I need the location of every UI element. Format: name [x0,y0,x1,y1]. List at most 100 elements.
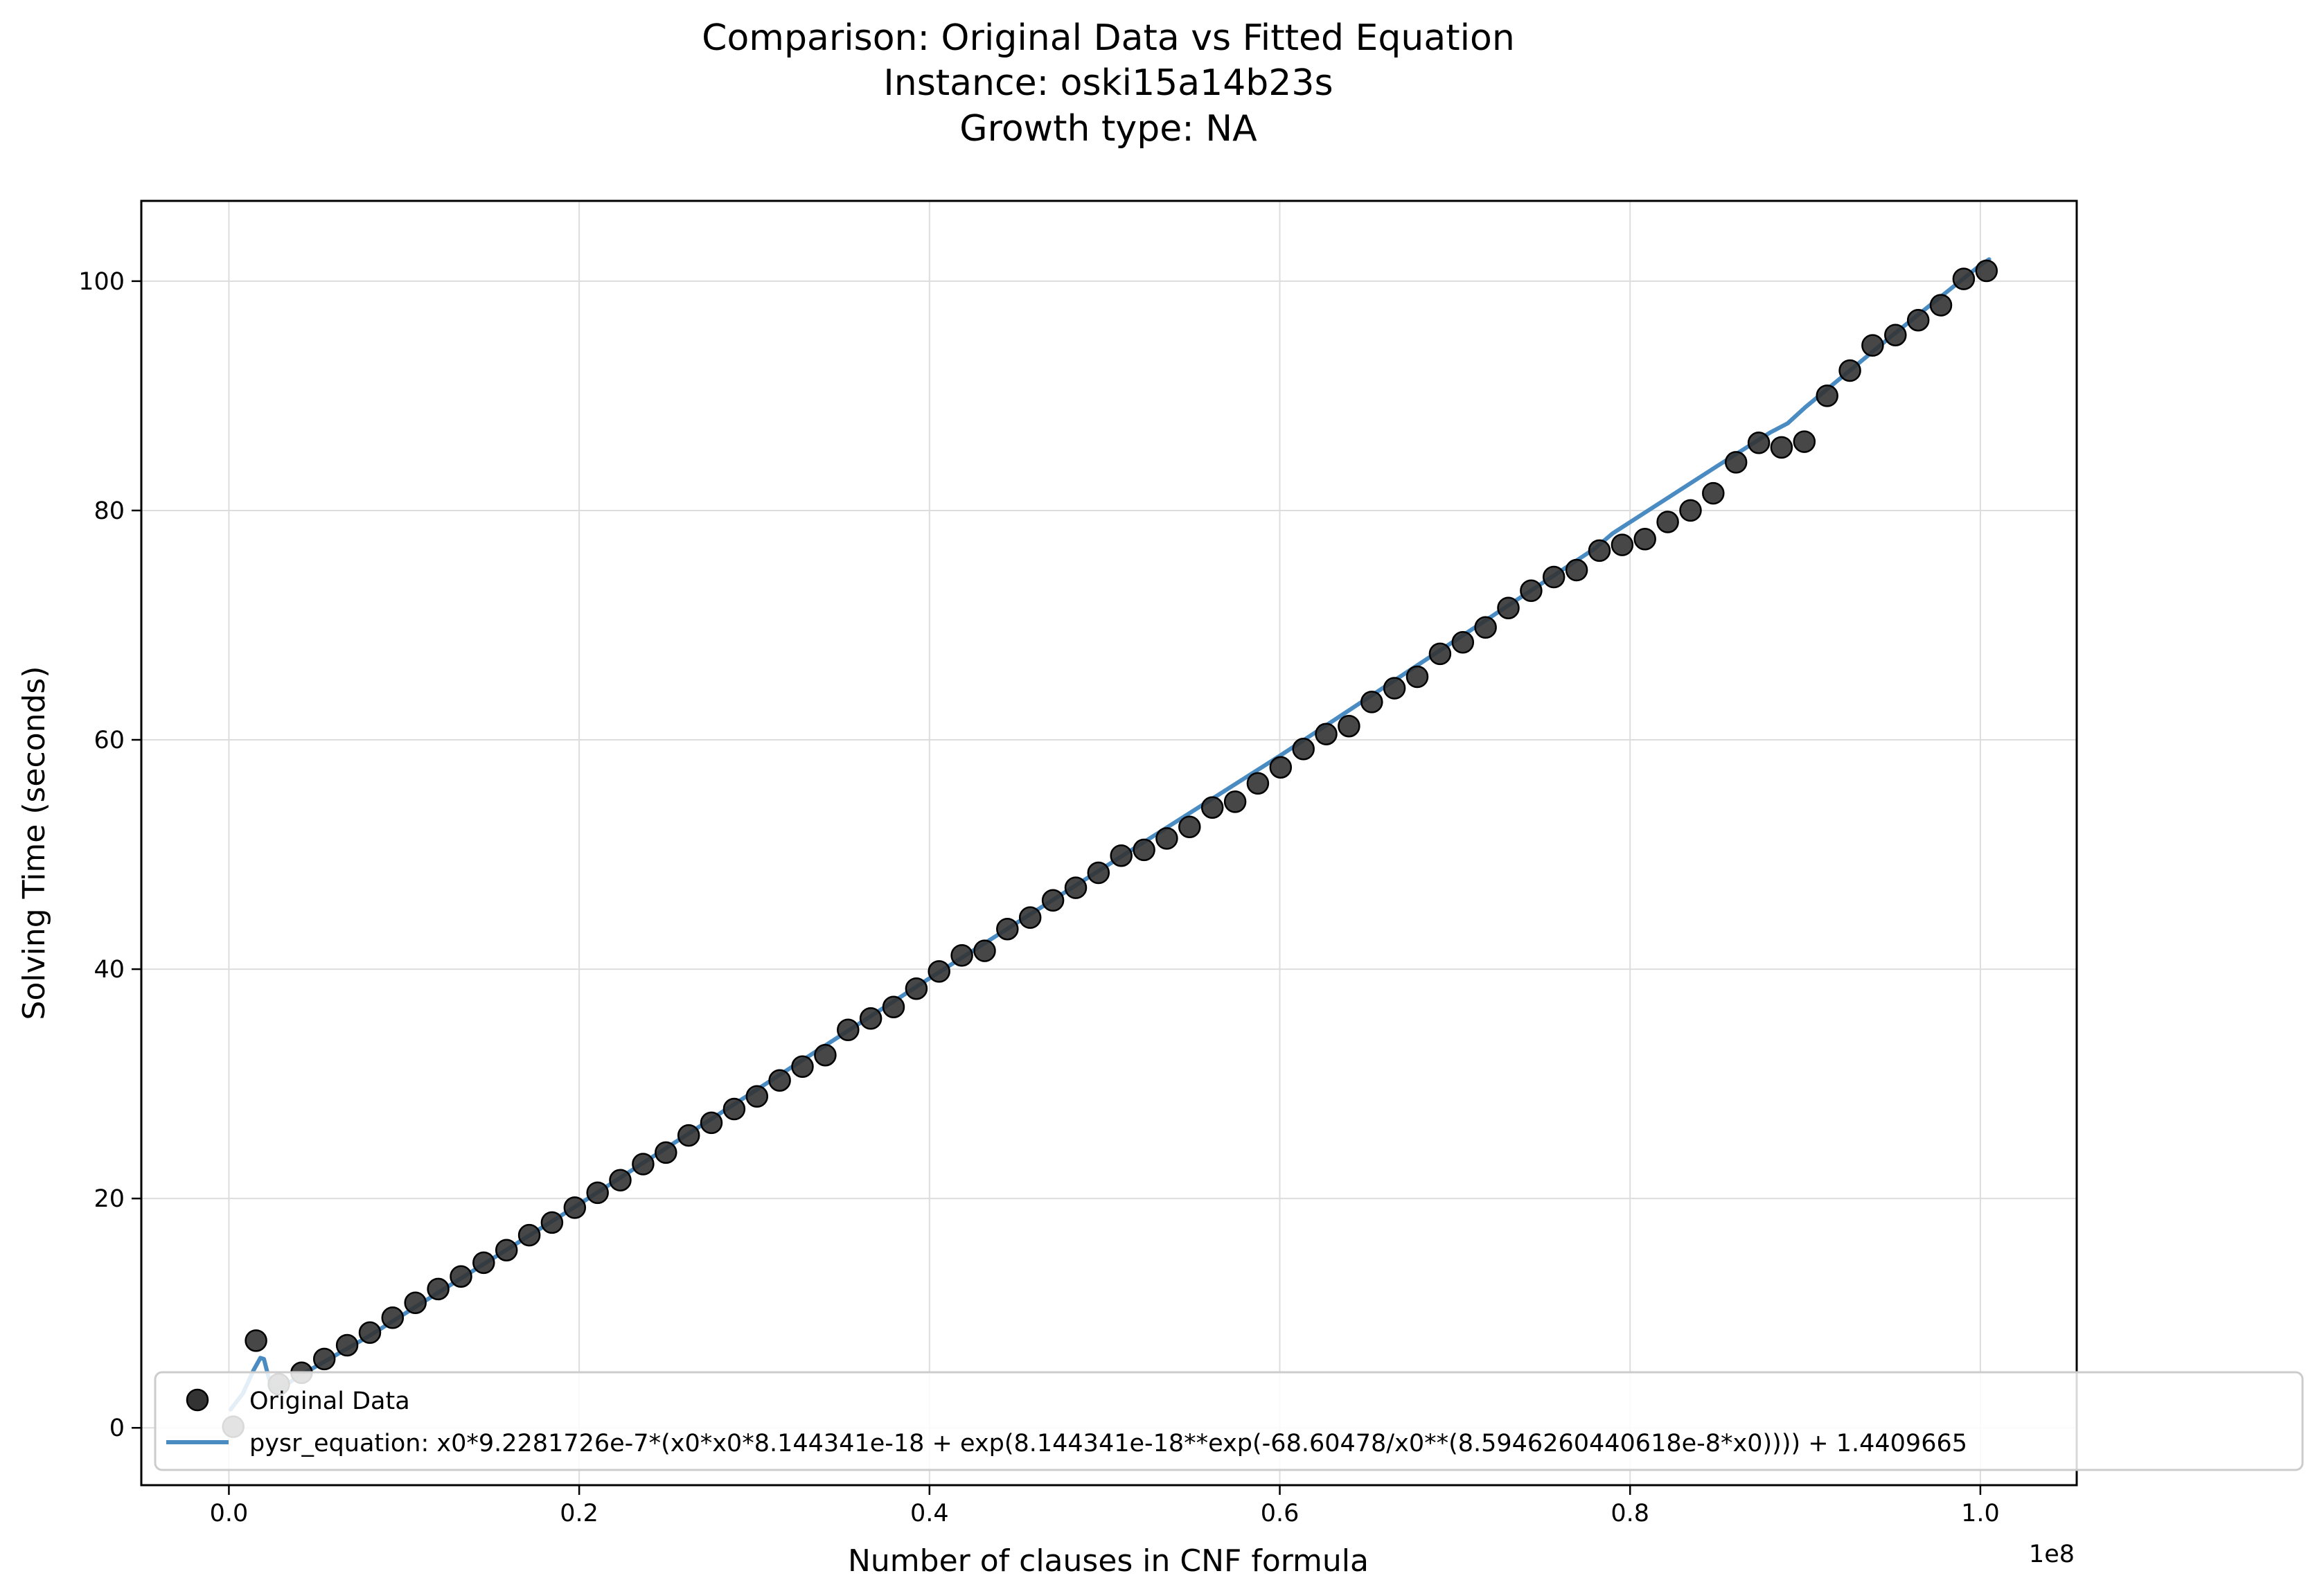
data-point [1838,359,1861,382]
legend: Original Data pysr_equation: x0*9.228172… [154,1371,2304,1471]
data-point [973,939,996,962]
x-tick-label: 1.0 [1961,1500,2000,1527]
data-point [1565,558,1588,582]
data-point [495,1239,518,1261]
chart-title-line-2: Instance: oski15a14b23s [883,62,1333,104]
data-point [700,1111,723,1135]
data-point [1338,714,1360,738]
legend-box [154,1371,2304,1471]
data-point [1315,722,1338,745]
y-tick-label: 0 [109,1415,125,1442]
data-point [1975,259,1998,283]
x-axis-label: Number of clauses in CNF formula [848,1543,1369,1579]
data-point [1679,499,1702,522]
data-point [1200,796,1224,819]
y-axis-ticks: 0 20 40 60 80 100 [78,268,141,1442]
data-points-layer [222,259,1998,1438]
data-point [1451,631,1475,654]
data-point [1497,596,1520,619]
chart-title-line-3: Growth type: NA [959,108,1257,150]
data-point [404,1291,427,1315]
data-point [1269,756,1293,779]
x-tick-label: 0.6 [1261,1500,1300,1527]
data-point [1588,539,1611,562]
data-point [427,1277,450,1301]
data-point [632,1153,655,1176]
data-point [950,943,973,967]
data-point [1018,906,1042,929]
data-point [768,1069,791,1092]
data-point [1087,861,1110,885]
data-point [677,1124,700,1147]
data-point [1178,815,1201,839]
data-point [1110,844,1133,867]
y-axis-label: Solving Time (seconds) [17,666,52,1020]
data-point [814,1043,837,1067]
x-axis-offset-label: 1e8 [2029,1541,2075,1568]
data-point [586,1181,609,1205]
x-tick-label: 0.2 [560,1500,598,1527]
x-tick-label: 0.8 [1611,1500,1649,1527]
data-point [1861,334,1884,357]
y-tick-label: 20 [94,1185,125,1213]
data-point [745,1085,769,1108]
y-tick-label: 100 [78,268,125,296]
y-tick-label: 40 [94,956,125,984]
data-point [1405,665,1429,689]
data-point [1793,430,1816,453]
x-tick-label: 0.4 [910,1500,949,1527]
data-point [312,1347,336,1371]
data-point [609,1169,632,1191]
data-point [1747,432,1771,454]
data-point [1633,528,1656,551]
data-point [472,1251,495,1275]
legend-scatter-marker [186,1388,209,1412]
data-point [1428,642,1452,666]
data-point [791,1055,814,1079]
data-point [450,1265,472,1288]
data-point [1383,677,1406,700]
data-point [928,960,950,983]
data-point [1816,384,1838,407]
data-point [722,1097,746,1121]
data-point [381,1306,405,1329]
data-point [1474,616,1497,639]
plot-area-frame [140,200,2078,1487]
data-point [1884,323,1907,346]
data-point [1246,772,1270,795]
data-point [540,1211,564,1234]
x-axis-ticks: 0.0 0.2 0.4 0.6 0.8 1.0 [210,1485,2000,1527]
data-point [358,1321,382,1345]
data-point [1952,267,1976,290]
data-point [1064,876,1088,899]
data-point [245,1329,267,1352]
data-point [563,1196,587,1219]
data-point [1656,511,1679,533]
data-point [335,1333,359,1357]
legend-label-pysr-equation: pysr_equation: x0*9.2281726e-7*(x0*x0*8.… [249,1430,1967,1457]
data-point [1520,579,1543,603]
data-point [1360,691,1383,713]
chart-title-line-1: Comparison: Original Data vs Fitted Equa… [702,17,1515,59]
data-point [1542,565,1565,589]
data-point [1702,481,1725,505]
data-point [996,917,1019,941]
data-point [1724,451,1748,474]
data-point [1770,436,1793,459]
data-point [1292,738,1315,761]
data-point [517,1223,541,1247]
data-point [1155,827,1178,850]
data-point [1611,533,1634,556]
x-tick-label: 0.0 [210,1500,249,1527]
data-point [1929,294,1953,317]
data-point [1041,889,1065,912]
data-point [882,995,905,1018]
y-tick-label: 60 [94,727,125,754]
y-tick-label: 80 [94,497,125,525]
data-point [837,1018,860,1042]
data-point [1223,790,1247,813]
data-point [655,1141,677,1164]
data-point [1133,838,1155,862]
